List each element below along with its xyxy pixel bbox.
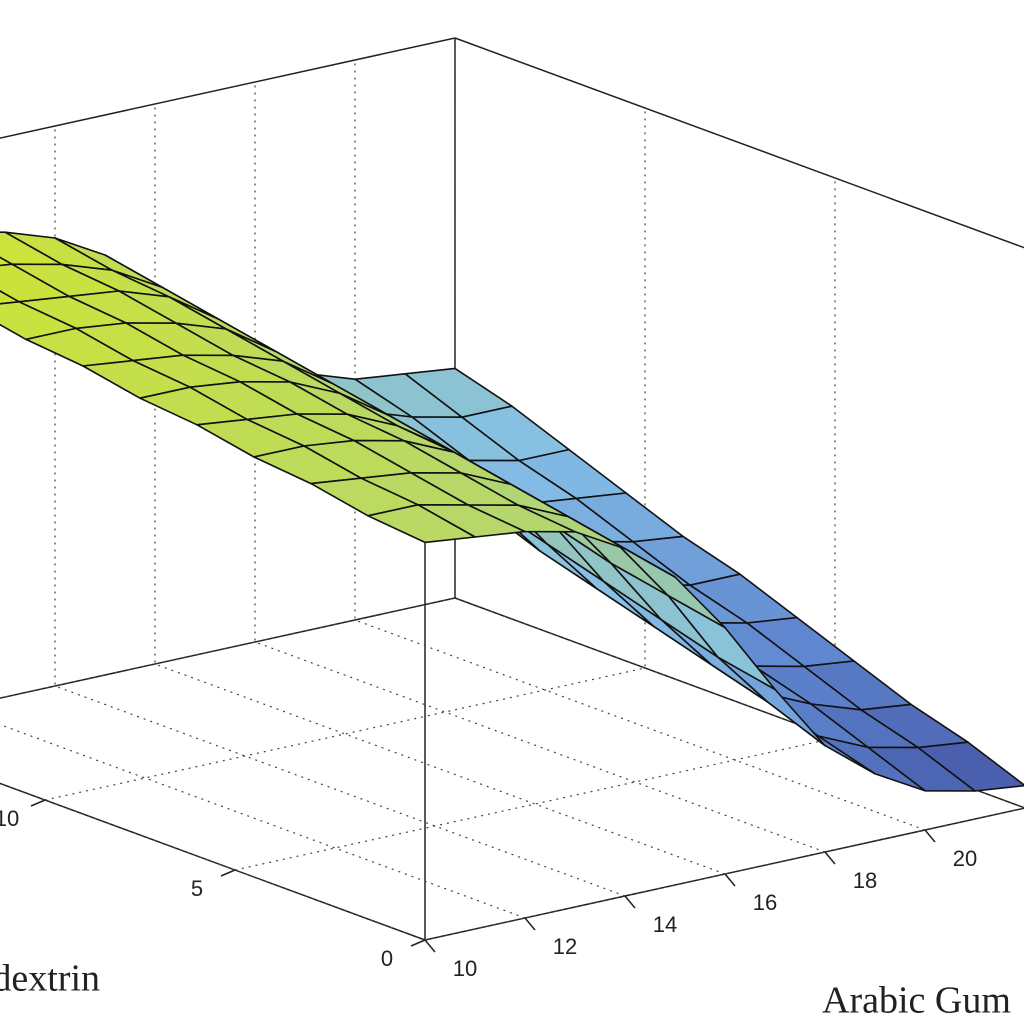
- box-edge: [0, 782, 426, 941]
- y-tick-label: 5: [191, 876, 203, 901]
- box-edge: [0, 37, 456, 139]
- y-tick-label: 10: [0, 806, 19, 831]
- x-tick: [624, 895, 636, 909]
- x-tick: [724, 873, 736, 887]
- grid-line: [0, 38, 456, 699]
- x-tick: [824, 851, 836, 865]
- grid-line: [454, 38, 1024, 809]
- surface-face: [367, 503, 476, 544]
- ticks: 10121416182022051015: [0, 799, 977, 981]
- surface: [0, 231, 1024, 792]
- grid-line: [234, 178, 836, 871]
- y-tick: [410, 939, 426, 947]
- box-edge: [454, 37, 1024, 249]
- y-tick: [30, 799, 46, 807]
- grid-line: [254, 82, 826, 853]
- y-tick-label: 0: [381, 946, 393, 971]
- x-tick-label: 20: [953, 846, 977, 871]
- x-tick: [924, 829, 936, 843]
- y-tick: [220, 869, 236, 877]
- x-tick: [424, 939, 436, 953]
- surface-face: [0, 256, 13, 267]
- grid-line: [354, 60, 926, 831]
- x-tick-label: 16: [753, 890, 777, 915]
- x-tick-label: 18: [853, 868, 877, 893]
- x-axis-label: Arabic Gum: [822, 980, 1011, 1022]
- box-edge: [0, 597, 456, 699]
- x-tick-label: 12: [553, 934, 577, 959]
- x-tick: [524, 917, 536, 931]
- y-axis-label: Maltodextrin: [0, 958, 100, 1000]
- x-tick-label: 14: [653, 912, 677, 937]
- grid-line: [44, 108, 646, 801]
- x-tick-label: 10: [453, 956, 477, 981]
